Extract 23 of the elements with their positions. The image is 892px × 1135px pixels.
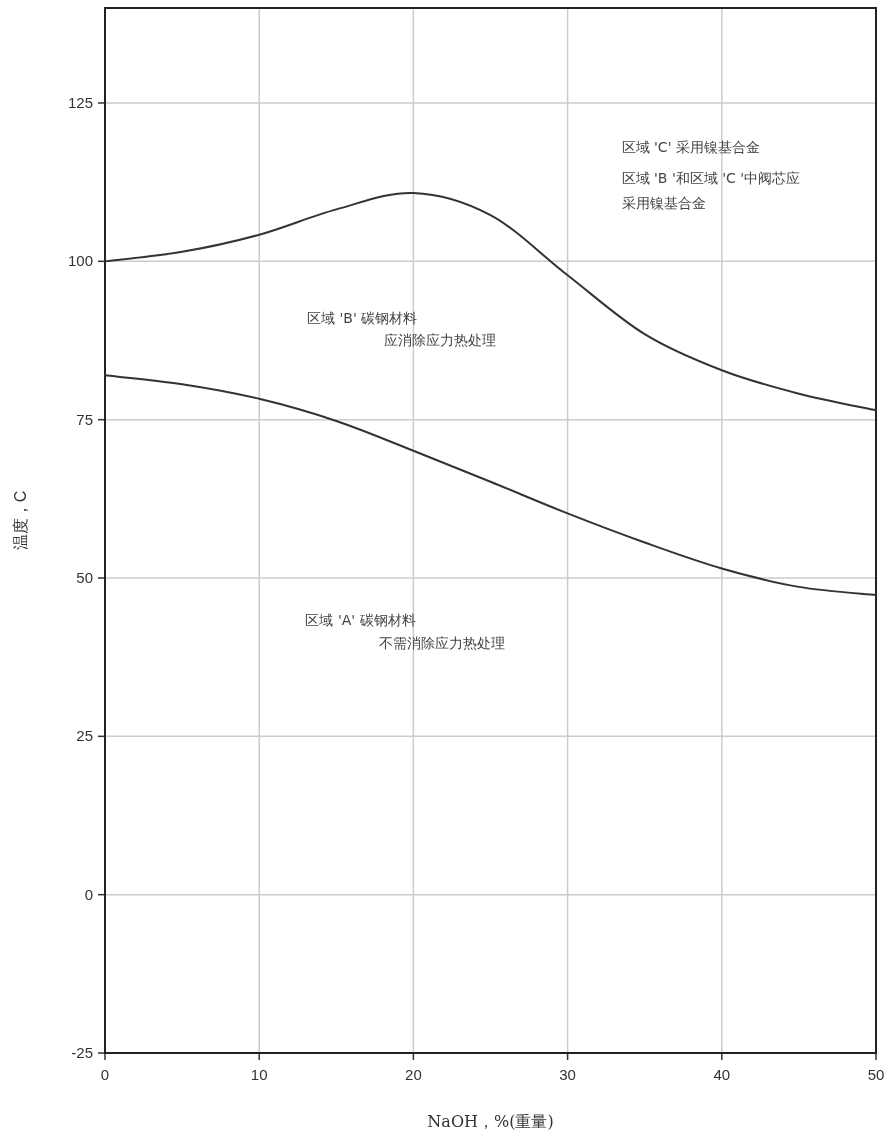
y-tick-label: 0 <box>84 885 93 903</box>
annotation: 区域 'A' 碳钢材料 <box>305 611 416 628</box>
y-axis-title: 温度，C <box>12 490 29 551</box>
x-tick-label: 0 <box>100 1066 110 1083</box>
annotation: 区域 'B' 碳钢材料 <box>307 310 418 327</box>
x-tick-label: 10 <box>250 1066 268 1083</box>
x-tick-label: 20 <box>405 1066 422 1083</box>
x-axis-title: NaOH，%(重量) <box>427 1112 554 1131</box>
y-tick-label: 25 <box>76 727 93 745</box>
line-series <box>104 374 877 597</box>
annotation: 不需消除应力热处理 <box>379 634 506 651</box>
annotation: 应消除应力热处理 <box>384 331 497 348</box>
y-tick-label: 125 <box>67 94 93 111</box>
y-tick-label: -25 <box>71 1044 93 1061</box>
annotation: 区域 'B '和区域 'C '中阀芯应 <box>621 169 801 186</box>
y-tick-label: 50 <box>76 569 93 586</box>
y-tick-label: 75 <box>76 410 93 428</box>
annotation: 采用镍基合金 <box>621 195 706 212</box>
y-tick-label: 100 <box>67 252 93 270</box>
x-tick-label: 30 <box>559 1066 576 1083</box>
x-tick-label: 40 <box>713 1066 731 1083</box>
x-tick-label: 50 <box>867 1066 885 1083</box>
annotation: 区域 'C' 采用镍基合金 <box>621 139 760 156</box>
